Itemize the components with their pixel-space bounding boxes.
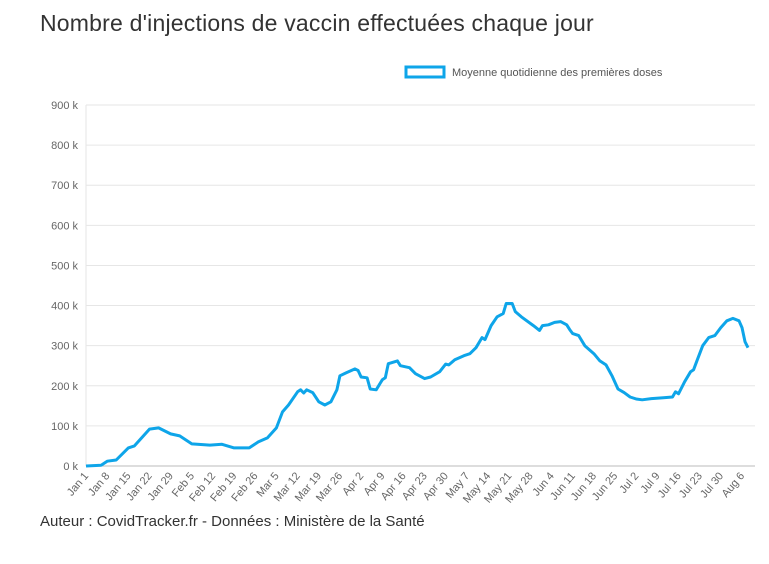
- x-tick-label: Jan 1: [65, 470, 91, 498]
- y-tick-label: 300 k: [51, 341, 78, 353]
- legend-label: Moyenne quotidienne des premières doses: [452, 67, 663, 79]
- legend-swatch: [404, 65, 446, 79]
- x-tick-label: Apr 2: [340, 470, 366, 498]
- x-tick-label: Jul 30: [698, 470, 726, 500]
- y-tick-label: 0 k: [63, 461, 78, 473]
- y-tick-label: 500 k: [51, 260, 78, 272]
- y-tick-label: 800 k: [51, 140, 78, 152]
- chart-footer: Auteur : CovidTracker.fr - Données : Min…: [40, 513, 425, 530]
- y-tick-label: 400 k: [51, 301, 78, 313]
- y-tick-label: 900 k: [51, 100, 78, 112]
- x-tick-label: Jul 2: [617, 470, 641, 496]
- y-tick-label: 200 k: [51, 381, 78, 393]
- y-tick-label: 700 k: [51, 180, 78, 192]
- y-tick-label: 600 k: [51, 220, 78, 232]
- series-line: [85, 302, 750, 468]
- y-tick-label: 100 k: [51, 421, 78, 433]
- x-tick-label: Aug 6: [720, 470, 748, 500]
- chart-title: Nombre d'injections de vaccin effectuées…: [40, 10, 594, 36]
